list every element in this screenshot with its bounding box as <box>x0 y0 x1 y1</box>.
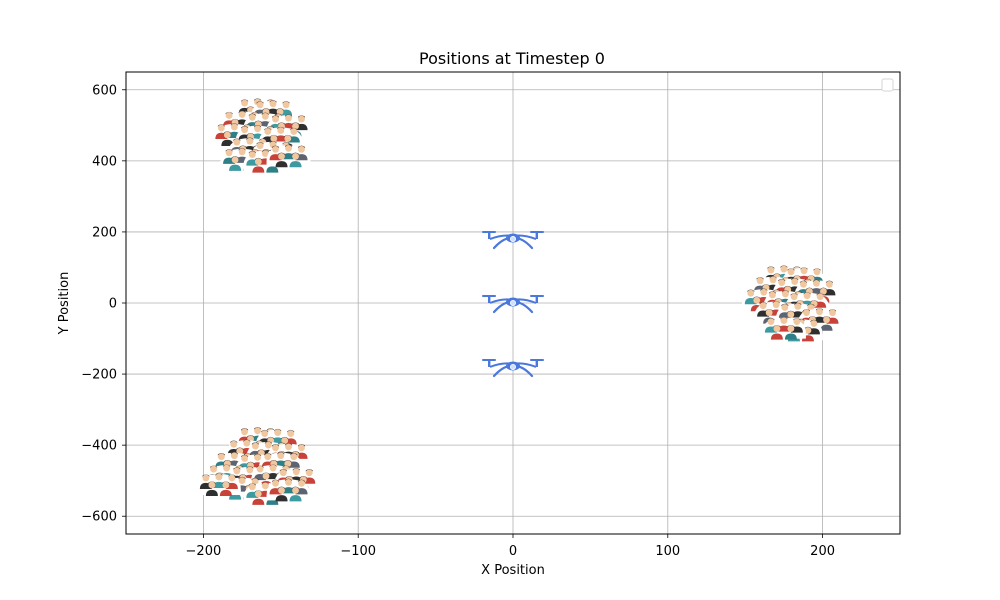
people-icon <box>196 473 241 497</box>
y-tick-label: −400 <box>81 439 117 454</box>
y-tick-label: −200 <box>81 368 117 383</box>
legend-box <box>881 78 894 92</box>
data-marks <box>196 98 842 505</box>
y-tick-label: 400 <box>92 154 117 169</box>
people-icon <box>266 144 311 168</box>
y-tick-label: 200 <box>92 225 117 240</box>
x-axis-ticks: −200 −100 0 100 200 <box>186 534 835 559</box>
people-icon <box>266 478 311 502</box>
x-axis-label: X Position <box>481 563 545 578</box>
chart-title: Positions at Timestep 0 <box>419 49 605 68</box>
x-tick-label: 200 <box>810 544 835 559</box>
x-tick-label: 0 <box>509 544 517 559</box>
plot-frame <box>125 71 901 535</box>
x-tick-label: −200 <box>186 544 222 559</box>
y-tick-label: −600 <box>81 510 117 525</box>
y-tick-label: 600 <box>92 83 117 98</box>
people-icon <box>761 316 806 340</box>
y-axis-ticks: −600 −400 −200 0 200 400 600 <box>81 83 126 525</box>
drone-icon <box>482 358 544 378</box>
y-tick-label: 0 <box>109 297 117 312</box>
drone-icon <box>482 295 544 314</box>
legend <box>881 78 894 92</box>
drone-icon <box>482 231 544 250</box>
x-tick-label: 100 <box>655 544 680 559</box>
x-tick-label: −100 <box>340 544 376 559</box>
y-axis-label: Y Position <box>57 272 72 336</box>
